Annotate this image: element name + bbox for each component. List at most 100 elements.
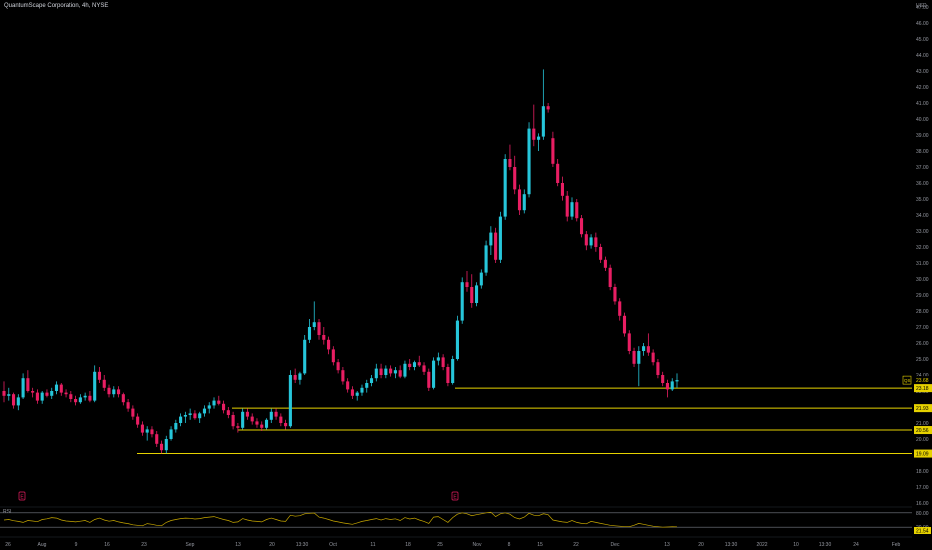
candle-body (503, 159, 507, 217)
rsi-upper-label: 80.00 (916, 511, 929, 517)
candle-body (183, 415, 187, 417)
candle-body (560, 183, 564, 196)
candle-body (255, 421, 259, 425)
candle-body (226, 410, 230, 415)
candle-body (317, 322, 321, 335)
candle-body (365, 383, 369, 388)
time-tick-label: Sep (186, 542, 195, 548)
level-price-tag-bg (914, 426, 932, 435)
candle-body (642, 346, 646, 351)
candle-body (513, 167, 517, 190)
price-tick-label: 38.00 (916, 149, 929, 155)
time-tick-label: Nov (473, 542, 482, 548)
price-tick-label: 33.00 (916, 229, 929, 235)
time-tick-label: 25 (437, 542, 443, 548)
candle-body (613, 287, 617, 302)
level-price-tag: 23.18 (916, 386, 929, 392)
candle-body (579, 218, 584, 235)
rsi-line (3, 511, 678, 528)
candle-body (599, 247, 603, 260)
candle-body (64, 392, 68, 395)
candle-body (546, 106, 550, 110)
time-axis[interactable]: 26 Aug 9 16 23 Sep 13 20 13:30 Oct 11 18 25 Nov 8 15 22 D… (5, 542, 900, 548)
candle-body (575, 202, 579, 219)
candle-body (250, 416, 254, 422)
candle-body (570, 202, 574, 217)
time-tick-label: 13:30 (819, 542, 832, 548)
price-tick-label: 20.00 (916, 437, 929, 443)
candle-body (40, 392, 44, 401)
candle-body (618, 301, 622, 316)
candle-body (451, 359, 455, 383)
level-price-tag-bg (914, 384, 932, 393)
price-tick-label: 17.00 (916, 485, 929, 491)
last-price-tag: 23.68 (916, 378, 929, 384)
candle-body (632, 351, 636, 364)
price-tick-label: 30.00 (916, 277, 929, 283)
rsi-value-tag: 21.54 (916, 529, 929, 535)
candle-body (264, 419, 269, 428)
candle-body (432, 360, 436, 388)
candle-body (422, 365, 426, 372)
candle-body (651, 352, 655, 363)
candle-body (164, 439, 168, 451)
candle-body (150, 429, 154, 435)
chart-title: QuantumScape Corporation, 4h, NYSE (4, 3, 109, 9)
time-tick-label: 18 (405, 542, 411, 548)
candle-body (169, 429, 173, 439)
candle-body (2, 391, 6, 396)
time-tick-label: Dec (611, 542, 620, 548)
candle-body (584, 234, 588, 246)
time-tick-label: 20 (698, 542, 704, 548)
candle-body (360, 387, 364, 393)
price-tick-label: 24.00 (916, 373, 929, 379)
time-tick-label: 13:30 (725, 542, 738, 548)
rsi-value-tag-bg (914, 527, 931, 534)
candle-body (398, 370, 402, 377)
price-tick-label: 43.00 (916, 69, 929, 75)
candle-body (83, 395, 87, 398)
time-tick-label: 24 (853, 542, 859, 548)
price-tick-label: 28.00 (916, 309, 929, 315)
candle-body (565, 195, 569, 217)
time-tick-label: 8 (508, 542, 511, 548)
candle-body (54, 384, 59, 391)
time-tick-label: 11 (370, 542, 375, 548)
time-tick-label: 15 (537, 542, 543, 548)
candle-body (537, 136, 541, 140)
price-tick-label: 42.00 (916, 85, 929, 91)
candle-body (222, 403, 226, 411)
candle-body (179, 416, 183, 423)
candle-body (408, 363, 412, 367)
earnings-marker (451, 491, 459, 501)
time-tick-label: 26 (5, 542, 11, 548)
time-tick-label: 9 (75, 542, 78, 548)
candle-body (198, 413, 202, 419)
candle-body (288, 375, 292, 427)
candle-body (656, 362, 660, 375)
level-price-tag-bg (914, 449, 932, 458)
candle-body (508, 159, 512, 167)
time-tick-label: Feb (892, 542, 901, 548)
time-tick-label: Oct (329, 542, 337, 548)
candle-body (45, 392, 49, 396)
candle-body (637, 351, 641, 364)
rsi-label: RSI (3, 509, 12, 515)
candle-body (50, 391, 54, 396)
price-tick-label: 26.00 (916, 341, 929, 347)
candle-body (269, 411, 273, 420)
candle-body (126, 402, 130, 409)
candle-body (78, 397, 82, 403)
candle-body (59, 384, 63, 393)
candle-body (26, 378, 30, 391)
candle-body (74, 399, 78, 403)
candle-body (627, 333, 631, 351)
earnings-marker-label: E (20, 495, 24, 501)
candle-body (112, 389, 116, 395)
price-axis[interactable]: 47.00 46.00 45.00 44.00 43.00 42.00 41.00 40.00… (916, 5, 929, 507)
candle-body (131, 408, 135, 417)
price-tick-label: 36.00 (916, 181, 929, 187)
